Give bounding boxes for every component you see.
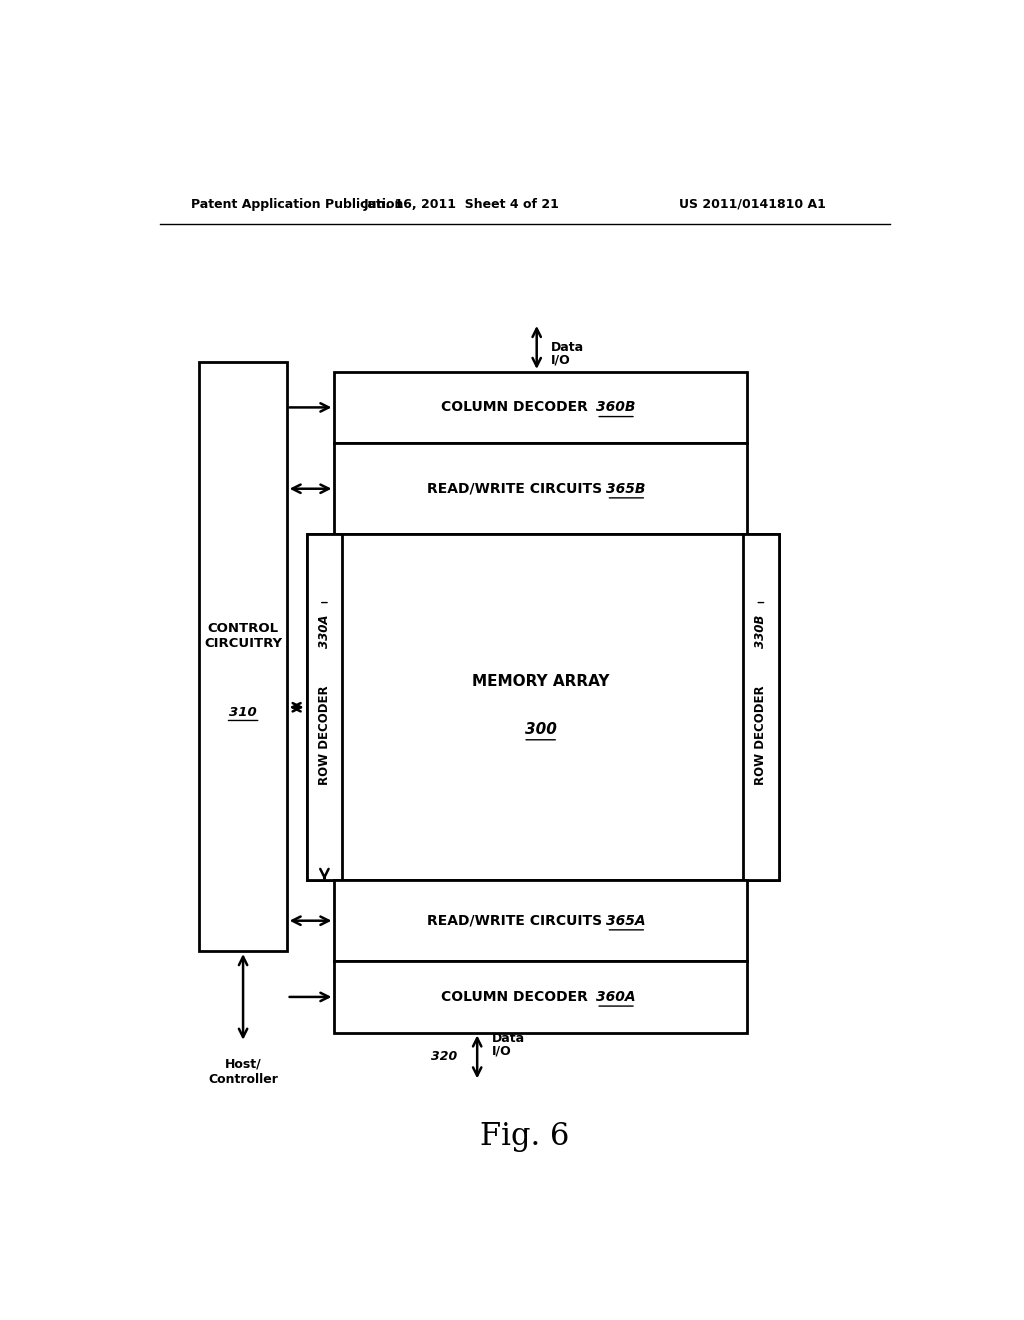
- Text: READ/WRITE CIRCUITS: READ/WRITE CIRCUITS: [427, 482, 607, 496]
- Bar: [334, 961, 748, 1032]
- Text: 330A: 330A: [317, 614, 331, 648]
- Text: Fig. 6: Fig. 6: [480, 1121, 569, 1151]
- Text: 310: 310: [229, 706, 257, 719]
- Text: 365B: 365B: [606, 482, 645, 496]
- Bar: [306, 535, 342, 880]
- Text: Patent Application Publication: Patent Application Publication: [191, 198, 403, 211]
- Text: ROW DECODER: ROW DECODER: [755, 681, 767, 784]
- Bar: [743, 535, 779, 880]
- Text: 360A: 360A: [596, 990, 636, 1005]
- Text: I/O: I/O: [551, 354, 570, 367]
- Bar: [306, 535, 779, 880]
- Text: ROW DECODER: ROW DECODER: [317, 681, 331, 784]
- Text: US 2011/0141810 A1: US 2011/0141810 A1: [680, 198, 826, 211]
- Text: Data: Data: [492, 1032, 524, 1044]
- Bar: [334, 372, 748, 444]
- Bar: [334, 535, 748, 880]
- Bar: [334, 880, 748, 961]
- Text: Jun. 16, 2011  Sheet 4 of 21: Jun. 16, 2011 Sheet 4 of 21: [364, 198, 559, 211]
- Text: 300: 300: [524, 722, 557, 737]
- Bar: [200, 362, 287, 952]
- Text: 365A: 365A: [606, 913, 645, 928]
- Text: MEMORY ARRAY: MEMORY ARRAY: [472, 675, 609, 689]
- Text: I/O: I/O: [492, 1044, 511, 1057]
- Text: 330B: 330B: [755, 614, 767, 648]
- Text: Data: Data: [551, 341, 584, 354]
- Text: Host/
Controller: Host/ Controller: [208, 1057, 278, 1086]
- Bar: [334, 444, 748, 535]
- Text: 320: 320: [431, 1051, 458, 1064]
- Text: COLUMN DECODER: COLUMN DECODER: [441, 990, 593, 1005]
- Text: READ/WRITE CIRCUITS: READ/WRITE CIRCUITS: [427, 913, 607, 928]
- Text: COLUMN DECODER: COLUMN DECODER: [441, 400, 593, 414]
- Text: 360B: 360B: [596, 400, 636, 414]
- Text: CONTROL
CIRCUITRY: CONTROL CIRCUITRY: [204, 622, 283, 651]
